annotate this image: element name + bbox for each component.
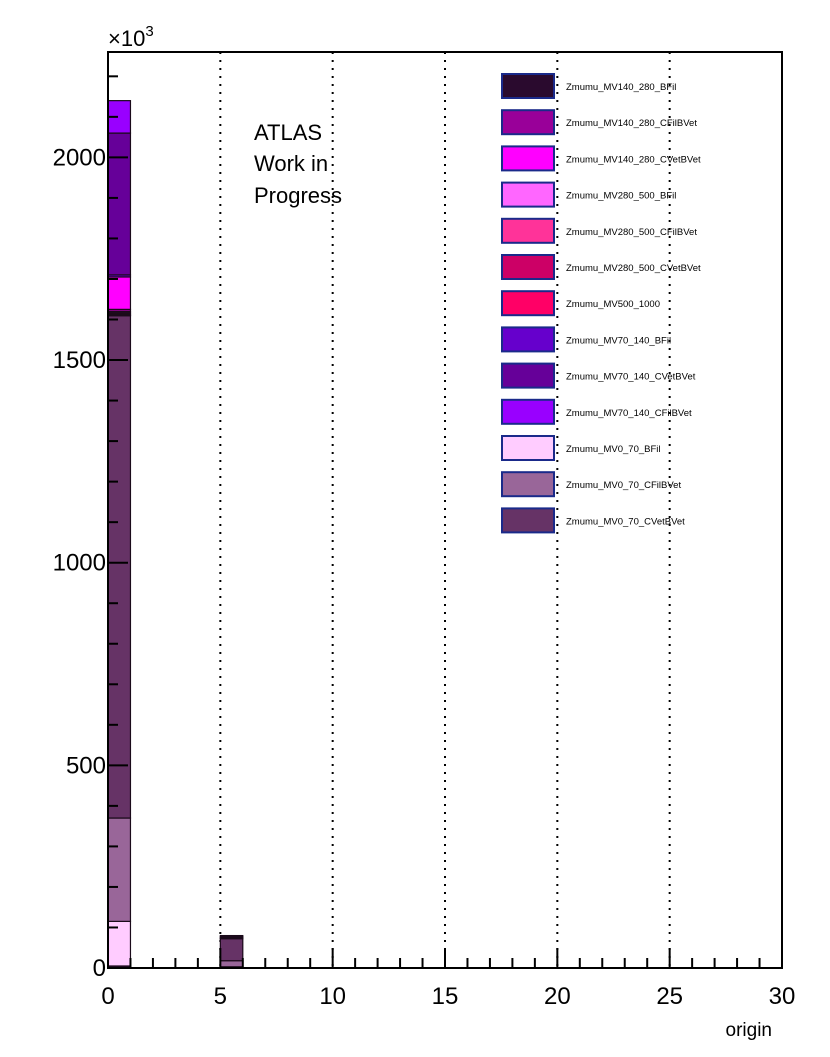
tick-labels: 0 5 10 15 20 25 30 0 500 1000 1500 2000 bbox=[53, 144, 796, 1010]
x-tick-label: 10 bbox=[319, 983, 346, 1010]
y-tick-label: 500 bbox=[66, 752, 106, 779]
x-tick-label: 5 bbox=[214, 983, 227, 1010]
legend-swatch bbox=[501, 181, 555, 208]
legend-swatch bbox=[501, 507, 555, 534]
bar-segment bbox=[107, 314, 132, 819]
legend-label: Zmumu_MV140_280_CFilBVet bbox=[566, 118, 697, 129]
y-tick-label: 1500 bbox=[53, 347, 106, 374]
axis-ticks bbox=[107, 75, 783, 969]
legend-swatch bbox=[501, 435, 555, 461]
legend-swatch bbox=[501, 398, 555, 425]
legend-swatch bbox=[501, 290, 555, 317]
legend-label: Zmumu_MV0_70_CVetBVet bbox=[566, 516, 685, 527]
legend-swatch bbox=[501, 109, 555, 136]
legend-label: Zmumu_MV70_140_CVetBVet bbox=[566, 372, 696, 383]
annotation-line-3: Progress bbox=[254, 183, 342, 208]
y-tick-label: 0 bbox=[93, 955, 106, 982]
legend-swatch bbox=[501, 362, 555, 389]
x-tick-label: 30 bbox=[769, 983, 796, 1010]
y-tick-label: 1000 bbox=[53, 550, 106, 577]
legend-label: Zmumu_MV70_140_CFilBVet bbox=[566, 408, 692, 419]
x-tick-label: 25 bbox=[656, 983, 683, 1010]
grid-lines bbox=[219, 52, 671, 968]
bar-segment bbox=[107, 276, 132, 310]
legend-swatch bbox=[501, 73, 555, 99]
bar-segment bbox=[107, 817, 132, 922]
bar-segment bbox=[219, 934, 244, 938]
legend-label: Zmumu_MV140_280_CVetBVet bbox=[566, 154, 701, 165]
histogram-bars bbox=[107, 100, 244, 969]
legend-label: Zmumu_MV280_500_CVetBVet bbox=[566, 263, 701, 274]
atlas-annotation: ATLAS Work in Progress bbox=[254, 120, 342, 208]
y-tick-label: 2000 bbox=[53, 144, 106, 171]
legend-swatch bbox=[501, 145, 555, 172]
bar-segment bbox=[219, 960, 244, 968]
legend-label: Zmumu_MV70_140_BFil bbox=[566, 335, 671, 346]
annotation-line-1: ATLAS bbox=[254, 120, 322, 145]
x-tick-label: 0 bbox=[101, 983, 114, 1010]
y-multiplier: ×103 bbox=[108, 23, 154, 51]
legend-label: Zmumu_MV280_500_CFilBVet bbox=[566, 227, 697, 238]
legend-label: Zmumu_MV280_500_BFil bbox=[566, 191, 676, 202]
legend-label: Zmumu_MV0_70_CFilBVet bbox=[566, 480, 681, 491]
legend-swatch bbox=[501, 471, 555, 498]
legend-swatch bbox=[501, 254, 555, 280]
x-tick-label: 20 bbox=[544, 983, 571, 1010]
x-axis-label: origin bbox=[726, 1020, 772, 1041]
legend-label: Zmumu_MV140_280_BFil bbox=[566, 82, 676, 93]
legend-label: Zmumu_MV0_70_BFil bbox=[566, 444, 661, 455]
legend-swatch bbox=[501, 217, 555, 244]
annotation-line-2: Work in bbox=[254, 151, 328, 176]
x-tick-label: 15 bbox=[432, 983, 459, 1010]
bar-segment bbox=[107, 132, 132, 276]
legend: Zmumu_MV140_280_BFil Zmumu_MV140_280_CFil… bbox=[501, 73, 701, 534]
legend-swatch bbox=[501, 326, 555, 353]
legend-label: Zmumu_MV500_1000 bbox=[566, 299, 660, 310]
bar-segment bbox=[219, 937, 244, 962]
